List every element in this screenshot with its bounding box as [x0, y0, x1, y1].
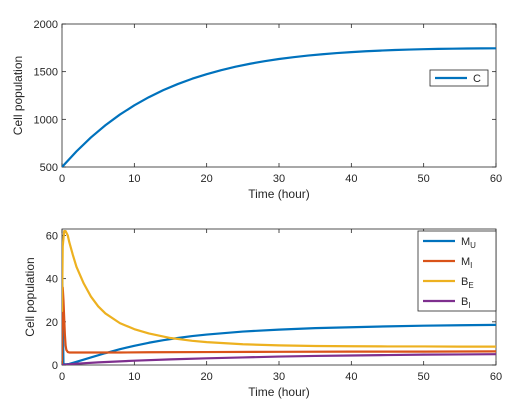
legend-box: [417, 230, 497, 312]
y-tick-label: 60: [46, 230, 58, 242]
plot-area: [61, 23, 497, 168]
y-axis-label: Cell population: [11, 56, 25, 135]
series-line-4: [62, 353, 496, 365]
x-tick-label: 20: [201, 371, 213, 383]
x-tick-label: 60: [490, 173, 502, 185]
legend-subscript-4: I: [468, 301, 470, 310]
y-tick-label: 1500: [34, 67, 58, 79]
y-tick-label: 0: [52, 360, 58, 372]
y-tick-label: 20: [46, 317, 58, 329]
x-tick-label: 50: [418, 173, 430, 185]
chart-2: 0 10 20 30 40 50 60 0 20 40 60 Time (hour) Cell popu…: [23, 228, 502, 399]
x-tick-label: 50: [418, 371, 430, 383]
x-tick-label: 20: [201, 173, 213, 185]
chart-1: 0 10 20 30 40 50 60 500 1000 1500 2000 Time (hour) C…: [11, 19, 502, 201]
series-lines: [62, 47, 496, 167]
series-line-2: [62, 286, 496, 365]
x-axis-label: Time (hour): [248, 385, 310, 399]
y-axis-label: Cell population: [23, 257, 37, 336]
x-tick-label: 40: [345, 371, 357, 383]
legend-subscript-1: U: [470, 241, 476, 250]
y-tick-label: 1000: [34, 114, 58, 126]
series-lines: [62, 230, 496, 365]
legend-label-2: MI: [461, 256, 472, 270]
x-tick-label: 0: [59, 371, 65, 383]
x-tick-label: 60: [490, 371, 502, 383]
x-tick-label: 0: [59, 173, 65, 185]
x-tick-label: 10: [128, 173, 140, 185]
y-tick-label: 500: [40, 162, 58, 174]
legend: C: [429, 69, 489, 87]
x-tick-label: 10: [128, 371, 140, 383]
legend-subscript-3: E: [468, 281, 473, 290]
y-tick-label: 2000: [34, 19, 58, 31]
x-tick-label: 30: [273, 371, 285, 383]
series-line-1: [62, 47, 496, 167]
legend-subscript-2: I: [470, 261, 472, 270]
x-axis-label: Time (hour): [248, 187, 310, 201]
x-tick-label: 30: [273, 173, 285, 185]
y-tick-label: 40: [46, 274, 58, 286]
series-line-3: [62, 230, 496, 348]
legend-label-4: BI: [461, 296, 471, 310]
legend-label-1: C: [473, 73, 481, 85]
x-tick-label: 40: [345, 173, 357, 185]
